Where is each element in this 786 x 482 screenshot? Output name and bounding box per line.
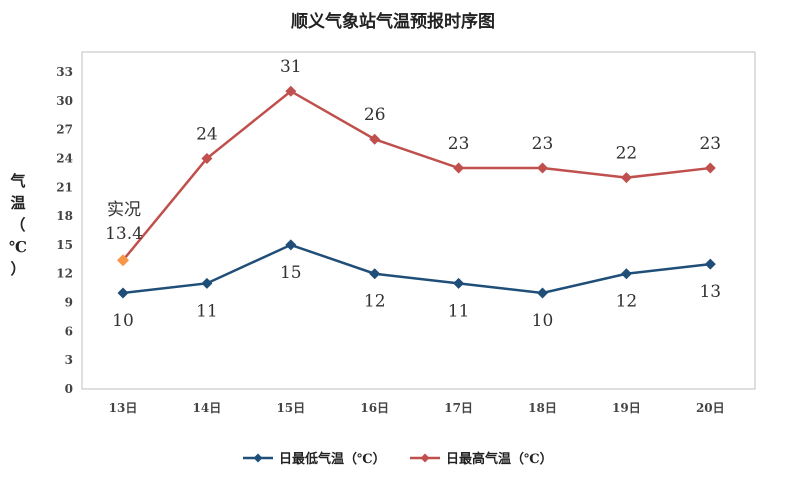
annotation-value: 13.4 xyxy=(105,224,143,244)
data-point xyxy=(285,239,297,251)
y-tick-label: 12 xyxy=(56,267,73,281)
data-point xyxy=(537,162,548,174)
data-point xyxy=(117,254,129,267)
data-point xyxy=(201,277,213,289)
data-point xyxy=(537,287,548,299)
data-point xyxy=(620,172,632,184)
y-tick-label: 27 xyxy=(56,123,73,137)
x-tick-label: 14日 xyxy=(193,401,222,415)
y-tick-label: 3 xyxy=(65,353,73,367)
x-tick-label: 17日 xyxy=(444,401,473,415)
x-axis: 13日 14日 15日 16日 17日 18日 19日 20日 xyxy=(109,401,725,415)
y-axis-label: 气温 （ ℃ ） xyxy=(9,172,27,278)
data-point xyxy=(201,152,213,164)
data-point xyxy=(369,268,381,280)
data-label: 22 xyxy=(616,144,638,164)
legend-label: 日最低气温（℃） xyxy=(279,451,386,467)
data-point xyxy=(704,162,716,174)
x-tick-label: 13日 xyxy=(109,401,138,415)
data-label: 10 xyxy=(112,311,134,331)
data-label: 24 xyxy=(196,124,218,144)
y-axis-label-char: （ xyxy=(10,216,25,234)
x-tick-label: 18日 xyxy=(528,401,557,415)
x-tick-label: 19日 xyxy=(612,401,641,415)
y-tick-label: 33 xyxy=(56,65,73,79)
x-tick-label: 15日 xyxy=(276,401,305,415)
y-tick-label: 15 xyxy=(56,238,73,252)
data-point xyxy=(453,162,465,174)
legend-marker xyxy=(253,453,263,463)
y-axis-label-char: ℃ xyxy=(9,238,27,256)
data-point xyxy=(369,133,381,145)
data-label: 10 xyxy=(532,311,554,331)
annotation-label: 实况 xyxy=(107,200,141,220)
data-label: 26 xyxy=(364,105,386,125)
x-tick-label: 20日 xyxy=(696,401,725,415)
legend: 日最低气温（℃） 日最高气温（℃） xyxy=(243,451,553,467)
data-label: 15 xyxy=(280,263,302,283)
legend-marker xyxy=(420,453,430,463)
y-tick-label: 0 xyxy=(65,382,73,396)
data-label: 23 xyxy=(532,134,554,154)
data-point xyxy=(620,268,632,280)
data-label: 12 xyxy=(364,292,386,312)
data-label: 13 xyxy=(699,282,721,302)
data-point xyxy=(704,258,716,270)
y-tick-label: 21 xyxy=(56,180,73,194)
legend-label: 日最高气温（℃） xyxy=(446,451,553,467)
data-label: 11 xyxy=(448,301,470,321)
y-axis-label-char: 温 xyxy=(10,194,25,212)
series-line-high xyxy=(122,89,711,262)
y-tick-label: 6 xyxy=(65,324,73,338)
y-axis-label-char: ） xyxy=(10,260,25,278)
series-group: 10 11 15 12 11 10 12 13 24 31 26 23 23 22 23 实况 13.4 xyxy=(105,57,721,331)
data-label: 31 xyxy=(280,57,302,77)
data-point xyxy=(453,277,465,289)
plot-area xyxy=(81,51,756,390)
data-label: 11 xyxy=(196,301,218,321)
y-tick-label: 24 xyxy=(56,151,73,165)
y-axis: 0 3 6 9 12 15 18 21 24 27 30 33 xyxy=(56,65,73,396)
chart-title: 顺义气象站气温预报时序图 xyxy=(291,11,495,32)
y-tick-label: 18 xyxy=(56,209,73,223)
data-label: 12 xyxy=(616,292,638,312)
data-label: 23 xyxy=(448,134,470,154)
data-label: 23 xyxy=(699,134,721,154)
series-line-low xyxy=(122,243,711,295)
data-point xyxy=(285,85,297,97)
y-tick-label: 9 xyxy=(65,296,73,310)
y-tick-label: 30 xyxy=(56,94,73,108)
y-axis-label-char: 气 xyxy=(9,172,25,190)
x-tick-label: 16日 xyxy=(360,401,389,415)
data-point xyxy=(117,287,129,299)
